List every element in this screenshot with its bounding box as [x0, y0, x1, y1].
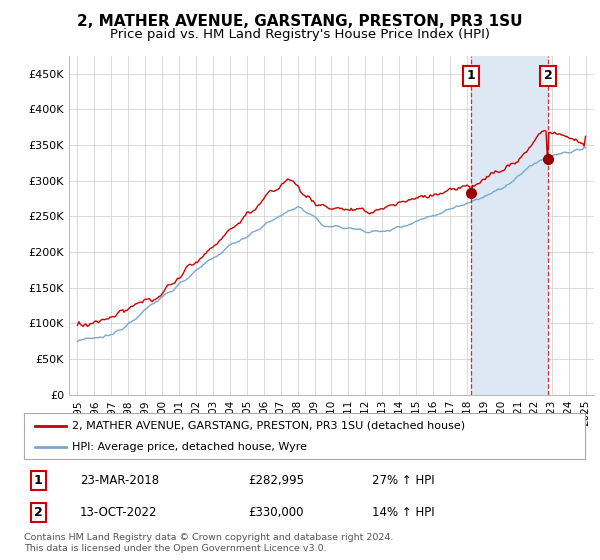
- Text: 14% ↑ HPI: 14% ↑ HPI: [372, 506, 434, 519]
- Text: Price paid vs. HM Land Registry's House Price Index (HPI): Price paid vs. HM Land Registry's House …: [110, 28, 490, 41]
- Text: 2: 2: [544, 69, 553, 82]
- Text: 27% ↑ HPI: 27% ↑ HPI: [372, 474, 434, 487]
- Text: Contains HM Land Registry data © Crown copyright and database right 2024.
This d: Contains HM Land Registry data © Crown c…: [24, 533, 394, 553]
- Text: HPI: Average price, detached house, Wyre: HPI: Average price, detached house, Wyre: [71, 442, 307, 452]
- Text: 1: 1: [34, 474, 43, 487]
- Text: 2, MATHER AVENUE, GARSTANG, PRESTON, PR3 1SU (detached house): 2, MATHER AVENUE, GARSTANG, PRESTON, PR3…: [71, 421, 465, 431]
- Text: £330,000: £330,000: [248, 506, 304, 519]
- Text: 2: 2: [34, 506, 43, 519]
- Text: 23-MAR-2018: 23-MAR-2018: [80, 474, 159, 487]
- Text: 2, MATHER AVENUE, GARSTANG, PRESTON, PR3 1SU: 2, MATHER AVENUE, GARSTANG, PRESTON, PR3…: [77, 14, 523, 29]
- Text: £282,995: £282,995: [248, 474, 304, 487]
- Text: 1: 1: [466, 69, 475, 82]
- Text: 13-OCT-2022: 13-OCT-2022: [80, 506, 158, 519]
